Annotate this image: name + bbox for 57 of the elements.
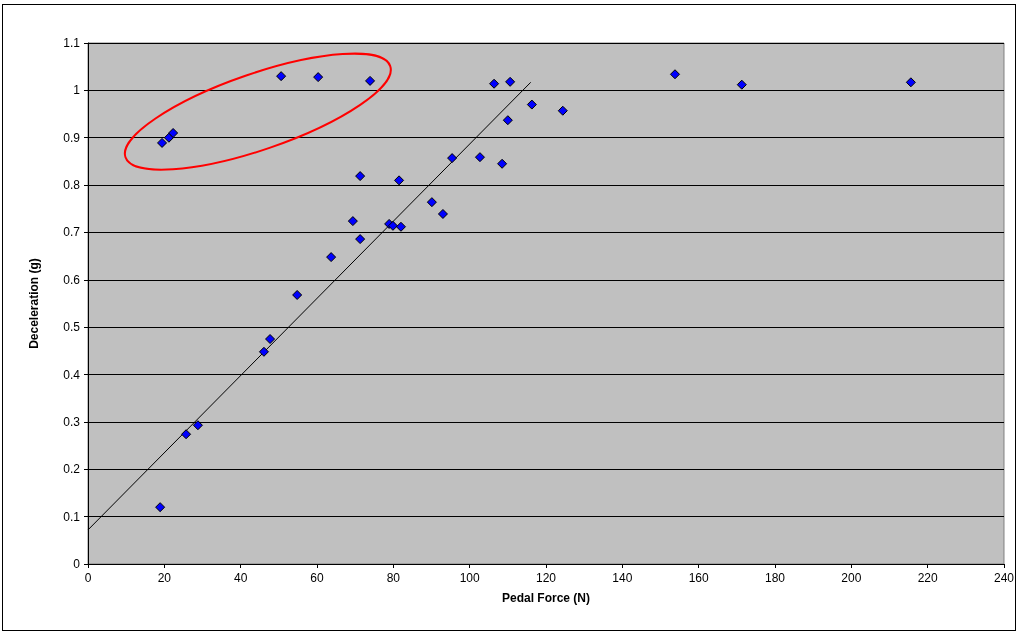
point [426, 197, 437, 208]
point [526, 99, 537, 110]
point [905, 77, 916, 88]
point [497, 158, 508, 169]
point [355, 234, 366, 245]
point [474, 152, 485, 163]
y-tick-label: 0 [73, 557, 81, 571]
x-tick-label: 20 [157, 571, 172, 585]
point [276, 71, 287, 82]
x-tick-label: 240 [993, 571, 1015, 585]
point [395, 221, 406, 232]
x-tick-label: 140 [612, 571, 633, 585]
y-tick-label: 1.1 [63, 36, 81, 50]
point [355, 171, 366, 182]
x-axis-title: Pedal Force (N) [501, 591, 591, 605]
y-tick-label: 0.8 [63, 178, 81, 193]
point [155, 502, 166, 513]
y-tick-label: 0.4 [63, 367, 81, 382]
y-tick-label: 0.5 [63, 320, 81, 335]
point [489, 78, 500, 89]
point [736, 79, 747, 90]
point [505, 76, 516, 87]
y-tick-label: 0.2 [63, 462, 81, 477]
point [265, 334, 276, 345]
x-tick-label: 0 [84, 571, 92, 585]
point [181, 429, 192, 440]
x-tick-label: 80 [386, 571, 401, 585]
point [670, 69, 680, 80]
y-tick-label: 0.7 [63, 225, 81, 240]
y-tick-label: 0.1 [63, 509, 81, 524]
x-tick-label: 180 [764, 571, 786, 585]
y-tick-label: 0.9 [63, 130, 81, 145]
x-tick-label: 200 [841, 571, 862, 585]
point [347, 216, 358, 227]
x-tick-label: 60 [310, 571, 324, 585]
x-tick-label: 100 [459, 571, 480, 585]
point [157, 137, 168, 148]
point [502, 115, 513, 126]
point [192, 420, 203, 431]
point [394, 175, 405, 186]
point [313, 72, 324, 83]
point [292, 289, 303, 300]
point [365, 75, 376, 86]
point [447, 153, 458, 164]
x-tick-label: 40 [233, 571, 248, 585]
y-tick-label: 1 [73, 83, 81, 98]
point [258, 346, 269, 357]
y-tick-label: 0.3 [63, 414, 81, 429]
point [326, 252, 337, 263]
point [168, 127, 179, 138]
x-tick-label: 220 [917, 571, 938, 585]
y-axis-title: Deceleration (g) [27, 258, 41, 349]
point [437, 208, 448, 219]
x-tick-label: 120 [535, 571, 557, 585]
x-tick-label: 160 [688, 571, 709, 585]
y-tick-label: 0.6 [63, 272, 81, 287]
point [557, 105, 568, 116]
